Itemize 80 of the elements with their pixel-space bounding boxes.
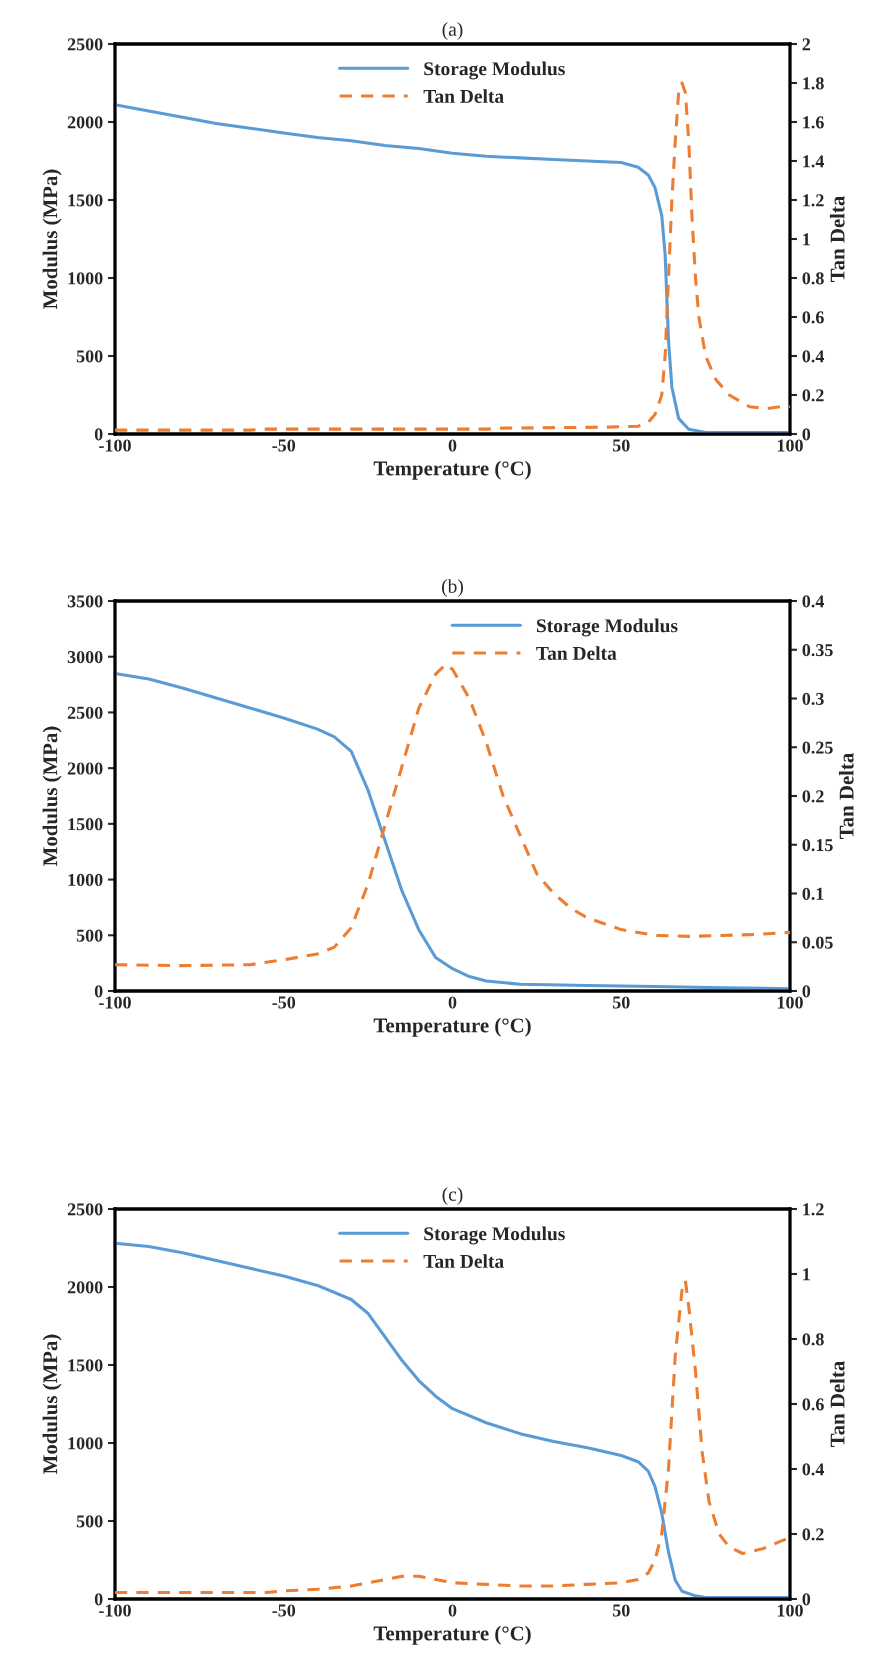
x-tick-label: 100 xyxy=(777,996,803,1009)
y-tick-label: 2000 xyxy=(67,1281,103,1294)
y-tick-label: 2500 xyxy=(67,1203,103,1216)
y2-tick-label: 0.1 xyxy=(802,887,824,901)
x-tick-label: 0 xyxy=(448,996,457,1009)
x-axis-title: Temperature (°C) xyxy=(373,1625,531,1645)
y2-tick-label: 0.8 xyxy=(802,272,824,285)
x-tick-label: 50 xyxy=(612,996,630,1009)
y2-tick-label: 0.8 xyxy=(802,1333,824,1346)
y2-axis-title: Tan Delta xyxy=(838,753,854,839)
y-tick-label: 1000 xyxy=(68,272,103,285)
y-axis-title: Modulus (MPa) xyxy=(42,726,62,866)
y-tick-label: 1500 xyxy=(68,818,103,831)
y-tick-label: 2500 xyxy=(67,38,103,51)
legend-label: Tan Delta xyxy=(536,646,617,660)
y-tick-label: 500 xyxy=(76,350,103,363)
y2-tick-label: 0.3 xyxy=(802,692,824,706)
x-axis-title: Temperature (°C) xyxy=(373,1017,531,1037)
y-tick-label: 1500 xyxy=(68,1359,103,1372)
y2-tick-label: 0.15 xyxy=(802,839,833,852)
y2-tick-label: 1.4 xyxy=(803,155,825,168)
y2-tick-label: 0.4 xyxy=(802,595,825,608)
legend-label: Tan Delta xyxy=(423,1254,504,1268)
y2-tick-label: 1.8 xyxy=(803,77,824,90)
legend-label: Storage Modulus xyxy=(424,61,565,80)
x-tick-label: -100 xyxy=(99,1604,131,1617)
y-tick-label: 2000 xyxy=(67,762,103,775)
y2-axis-title: Tan Delta xyxy=(829,196,845,282)
y2-tick-label: 0.35 xyxy=(802,644,833,657)
y-tick-label: 0 xyxy=(94,1593,103,1606)
x-tick-label: -50 xyxy=(272,996,296,1009)
y-axis-title: Modulus (MPa) xyxy=(42,169,62,309)
y2-tick-label: 0.25 xyxy=(802,741,833,754)
y-axis-title: Modulus (MPa) xyxy=(42,1334,62,1474)
y2-tick-label: 0.2 xyxy=(802,1528,824,1541)
legend-label: Tan Delta xyxy=(423,89,504,103)
chart-title: (a) xyxy=(442,22,463,40)
y-tick-label: 500 xyxy=(76,1515,103,1528)
y2-tick-label: 1 xyxy=(803,233,810,246)
y2-tick-label: 0.6 xyxy=(802,311,824,324)
y-tick-label: 1000 xyxy=(68,1437,103,1450)
y-tick-label: 1500 xyxy=(68,194,103,207)
x-tick-label: -50 xyxy=(272,439,296,452)
x-tick-label: -50 xyxy=(272,1604,296,1617)
y2-tick-label: 0.2 xyxy=(802,389,824,402)
x-tick-label: -100 xyxy=(99,996,131,1009)
chart-title: (b) xyxy=(442,579,463,597)
y2-tick-label: 0.6 xyxy=(802,1398,824,1411)
chart-title: (c) xyxy=(442,1187,463,1205)
y-tick-label: 500 xyxy=(76,929,103,942)
x-tick-label: 0 xyxy=(448,1604,457,1617)
y-tick-label: 2000 xyxy=(67,116,103,129)
y-tick-label: 3000 xyxy=(67,650,103,664)
y2-tick-label: 1.2 xyxy=(803,194,824,207)
y2-tick-label: 2 xyxy=(802,38,811,51)
y2-tick-label: 0.05 xyxy=(802,936,833,949)
x-tick-label: -100 xyxy=(99,439,131,452)
y2-tick-label: 1.2 xyxy=(803,1203,824,1216)
x-tick-label: 0 xyxy=(448,439,457,452)
legend-label: Storage Modulus xyxy=(536,618,678,637)
y2-tick-label: 1 xyxy=(803,1268,810,1281)
y2-tick-label: 0 xyxy=(802,1593,811,1606)
x-tick-label: 50 xyxy=(612,439,630,452)
y-tick-label: 1000 xyxy=(68,873,103,887)
y2-tick-label: 1.6 xyxy=(803,116,824,129)
y2-tick-label: 0.4 xyxy=(802,1463,825,1476)
y-tick-label: 0 xyxy=(94,985,103,998)
y2-tick-label: 0 xyxy=(802,985,811,998)
x-tick-label: 100 xyxy=(777,1604,803,1617)
x-tick-label: 100 xyxy=(777,439,803,452)
legend-label: Storage Modulus xyxy=(424,1226,565,1245)
y-tick-label: 3500 xyxy=(67,595,103,608)
y-tick-label: 2500 xyxy=(67,706,103,719)
y2-tick-label: 0 xyxy=(802,428,811,441)
y2-tick-label: 0.2 xyxy=(802,790,824,803)
y2-tick-label: 0.4 xyxy=(802,350,825,363)
y-tick-label: 0 xyxy=(94,428,103,441)
x-axis-title: Temperature (°C) xyxy=(373,460,531,480)
y2-axis-title: Tan Delta xyxy=(829,1361,845,1447)
x-tick-label: 50 xyxy=(612,1604,630,1617)
